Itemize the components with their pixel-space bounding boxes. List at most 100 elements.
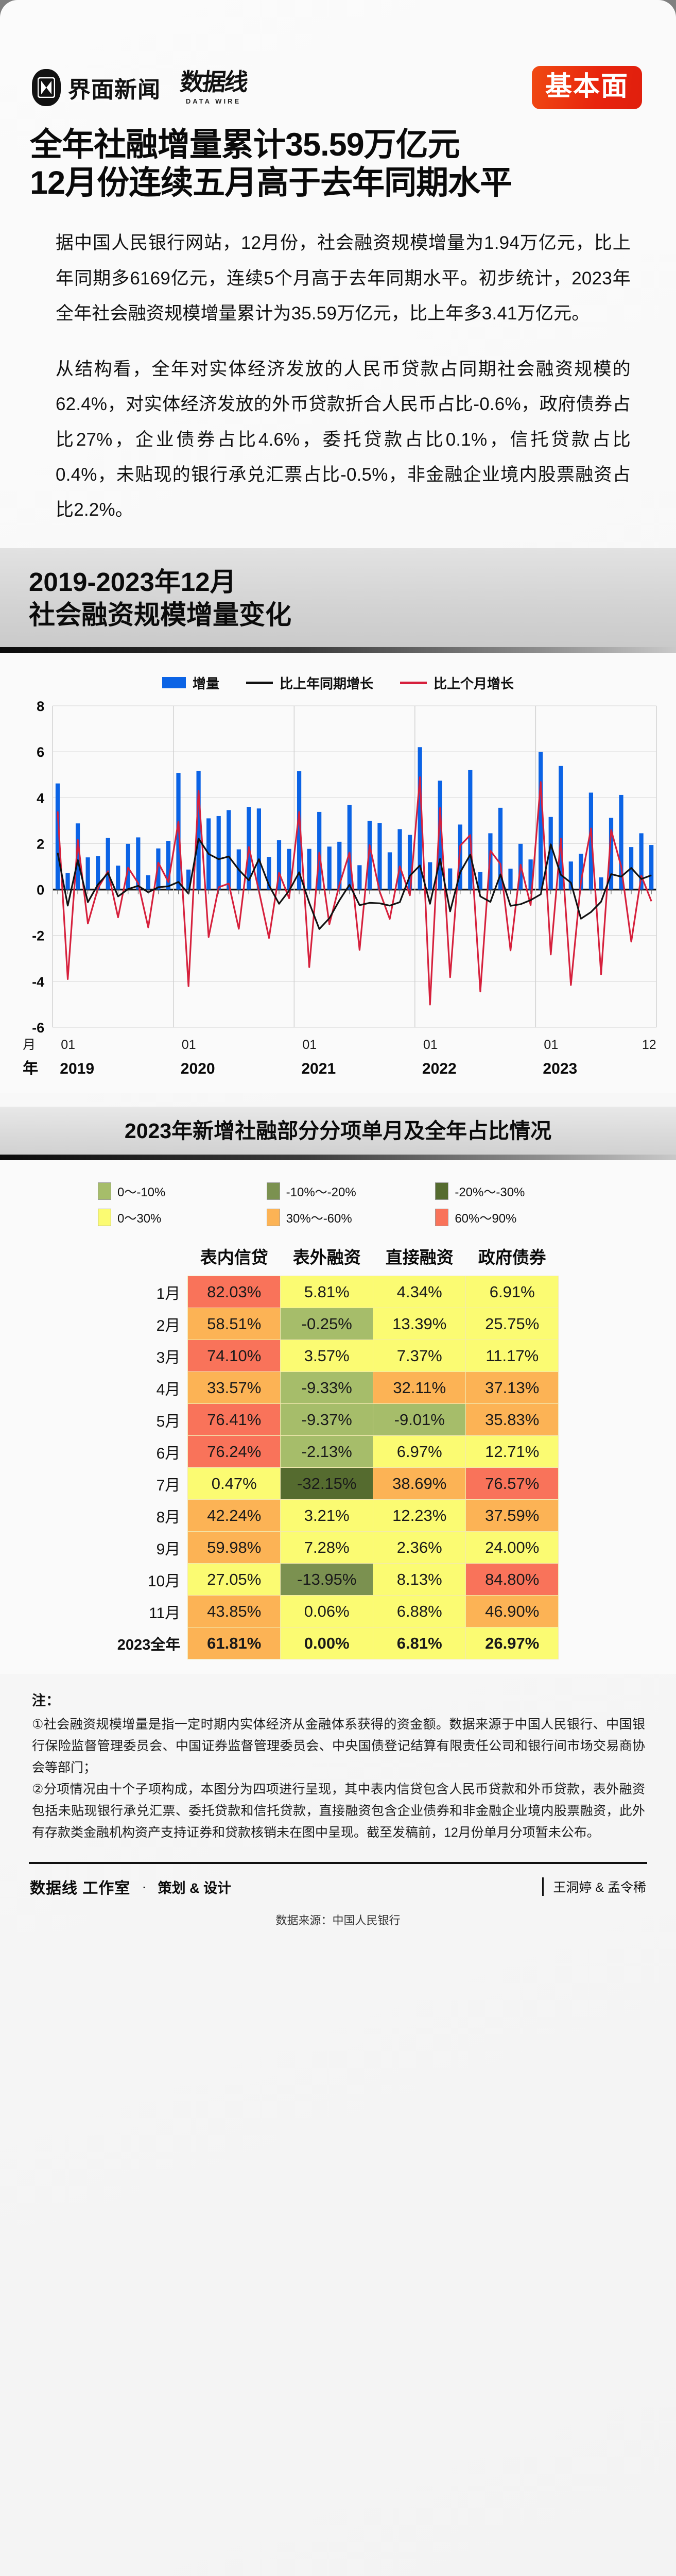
heatmap-table-section: 0～-10% -10%～-20% -20%～-30% 0～30% 30%～-60% 60%… (0, 1160, 676, 1674)
table-cell: 5.81% (280, 1276, 374, 1309)
row-header: 2月 (156, 1317, 181, 1334)
color-swatch-icon (435, 1182, 449, 1200)
datawire-subtitle: DATA WIRE (185, 97, 241, 105)
table-row: 9月 59.98% 7.28% 2.36% 24.00% (117, 1531, 559, 1564)
svg-text:2021: 2021 (301, 1060, 336, 1077)
legend-item-mom: 比上个月增长 (400, 673, 514, 692)
color-legend-label: -20%～-30% (455, 1185, 525, 1200)
svg-text:2: 2 (37, 836, 44, 852)
svg-text:8: 8 (37, 699, 44, 714)
row-header: 6月 (156, 1445, 181, 1462)
table-row: 6月 76.24% -2.13% 6.97% 12.71% (117, 1435, 559, 1468)
table-row: 3月 74.10% 3.57% 7.37% 11.17% (117, 1340, 559, 1372)
table-cell: 24.00% (465, 1531, 559, 1564)
table-cell: 12.23% (373, 1499, 466, 1532)
column-header-2: 直接融资 (385, 1248, 454, 1267)
table-cell: 6.91% (465, 1276, 559, 1309)
svg-text:-4: -4 (32, 974, 44, 990)
svg-text:-2: -2 (32, 928, 44, 944)
table-cell: 11.17% (465, 1340, 559, 1372)
color-swatch-icon (266, 1208, 280, 1226)
table-section-title: 2023年新增社融部分分项单月及全年占比情况 (124, 1118, 552, 1143)
color-swatch-icon (266, 1182, 280, 1200)
row-header: 7月 (156, 1477, 181, 1494)
footer-rule (29, 1862, 647, 1865)
legend-mom-line-icon (400, 681, 427, 684)
table-row: 11月 43.85% 0.06% 6.88% 46.90% (117, 1595, 559, 1628)
table-cell: 0.00% (280, 1627, 374, 1660)
table-row: 4月 33.57% -9.33% 32.11% 37.13% (117, 1371, 559, 1404)
chart-area: 增量 比上年同期增长 比上个月增长 8 6 4 2 0 -2 -4 -6 月 01 01 01 01 01… (0, 652, 676, 1093)
svg-text:01: 01 (544, 1038, 558, 1052)
paragraph-1: 据中国人民银行网站，12月份，社会融资规模增量为1.94万亿元，比上年同期多61… (56, 233, 631, 324)
table-cell: 59.98% (187, 1531, 281, 1564)
table-cell: -9.33% (280, 1371, 374, 1404)
table-banner-rule (0, 1155, 676, 1161)
svg-text:12: 12 (642, 1038, 656, 1052)
jibenmian-badge: 基本面 (531, 66, 642, 109)
table-cell: 38.69% (373, 1467, 466, 1500)
color-legend-label: -10%～-20% (286, 1185, 356, 1200)
table-cell: -0.25% (280, 1308, 374, 1341)
color-swatch-icon (435, 1208, 449, 1226)
chart-section-banner: 2019-2023年12月 社会融资规模增量变化 (0, 548, 676, 653)
table-cell: 61.81% (187, 1627, 281, 1660)
social-financing-chart: 8 6 4 2 0 -2 -4 -6 月 01 01 01 01 01 12 年 2019 2020 2021 202… (23, 699, 657, 1077)
data-source-label: 数据来源：中国人民银行 (275, 1914, 401, 1927)
table-cell: 25.75% (465, 1308, 559, 1341)
table-cell: 3.21% (280, 1499, 374, 1532)
credit-names-label: 王洞婷 & 孟令稀 (542, 1877, 646, 1896)
legend-bar-swatch-icon (162, 677, 186, 689)
table-cell: 33.57% (187, 1371, 281, 1404)
datawire-glyph: 数据线 (179, 69, 248, 95)
svg-text:2023: 2023 (543, 1060, 577, 1077)
table-cell: 2.36% (373, 1531, 466, 1564)
footnotes-heading: 注： (32, 1693, 60, 1709)
table-cell: 0.06% (280, 1595, 374, 1628)
svg-text:01: 01 (61, 1038, 75, 1052)
color-legend-item-2: -20%～-30% (435, 1182, 599, 1200)
table-cell: 82.03% (187, 1276, 281, 1309)
credit-role-label: 策划 & 设计 (158, 1880, 232, 1896)
row-header: 1月 (156, 1285, 181, 1302)
chart-title-line-1: 2019-2023年12月 (29, 567, 236, 597)
table-section-banner: 2023年新增社融部分分项单月及全年占比情况 (0, 1106, 676, 1161)
page-footer: 数据线 工作室 · 策划 & 设计 王洞婷 & 孟令稀 (0, 1864, 676, 1902)
table-cell: 27.05% (187, 1563, 281, 1596)
color-swatch-icon (98, 1208, 111, 1226)
table-cell: 42.24% (187, 1499, 281, 1532)
color-legend-item-4: 30%～-60% (266, 1208, 430, 1226)
color-legend-label: 30%～-60% (286, 1212, 352, 1226)
legend-yoy-line-icon (246, 681, 273, 684)
legend-item-bar: 增量 (162, 673, 219, 692)
row-header: 4月 (156, 1381, 181, 1398)
svg-text:-6: -6 (32, 1020, 44, 1036)
table-cell: 4.34% (373, 1276, 466, 1309)
chart-legend: 增量 比上年同期增长 比上个月增长 (0, 666, 676, 697)
table-cell: 7.28% (280, 1531, 374, 1564)
svg-text:2019: 2019 (60, 1060, 94, 1077)
table-cell: 6.97% (373, 1435, 466, 1468)
table-cell: 58.51% (187, 1308, 281, 1341)
table-row: 8月 42.24% 3.21% 12.23% 37.59% (117, 1499, 559, 1532)
table-cell: 37.13% (465, 1371, 559, 1404)
paragraph-2: 从结构看，全年对实体经济发放的人民币贷款占同期社会融资规模的62.4%，对实体经… (56, 359, 631, 520)
table-cell: 13.39% (373, 1308, 466, 1341)
footnote-1: ①社会融资规模增量是指一定时期内实体经济从金融体系获得的资金额。数据来源于中国人… (32, 1717, 645, 1775)
column-header-1: 表外融资 (292, 1248, 361, 1267)
table-cell: -9.01% (373, 1403, 466, 1436)
svg-text:01: 01 (182, 1038, 196, 1052)
table-cell: 84.80% (465, 1563, 559, 1596)
color-swatch-icon (98, 1182, 111, 1200)
row-header: 2023全年 (117, 1636, 181, 1653)
table-cell: 6.81% (373, 1627, 466, 1660)
table-cell: 74.10% (187, 1340, 281, 1372)
heatmap-table: 表内信贷 表外融资 直接融资 政府债券 1月 82.03% 5.81% 4.34% 6.91% 2… (117, 1241, 559, 1660)
table-cell: -13.95% (280, 1563, 374, 1596)
svg-text:6: 6 (37, 744, 44, 760)
table-cell: 76.24% (187, 1435, 281, 1468)
table-cell: 0.47% (187, 1467, 281, 1500)
row-header: 3月 (156, 1349, 181, 1366)
color-legend-item-5: 60%～90% (435, 1208, 599, 1226)
